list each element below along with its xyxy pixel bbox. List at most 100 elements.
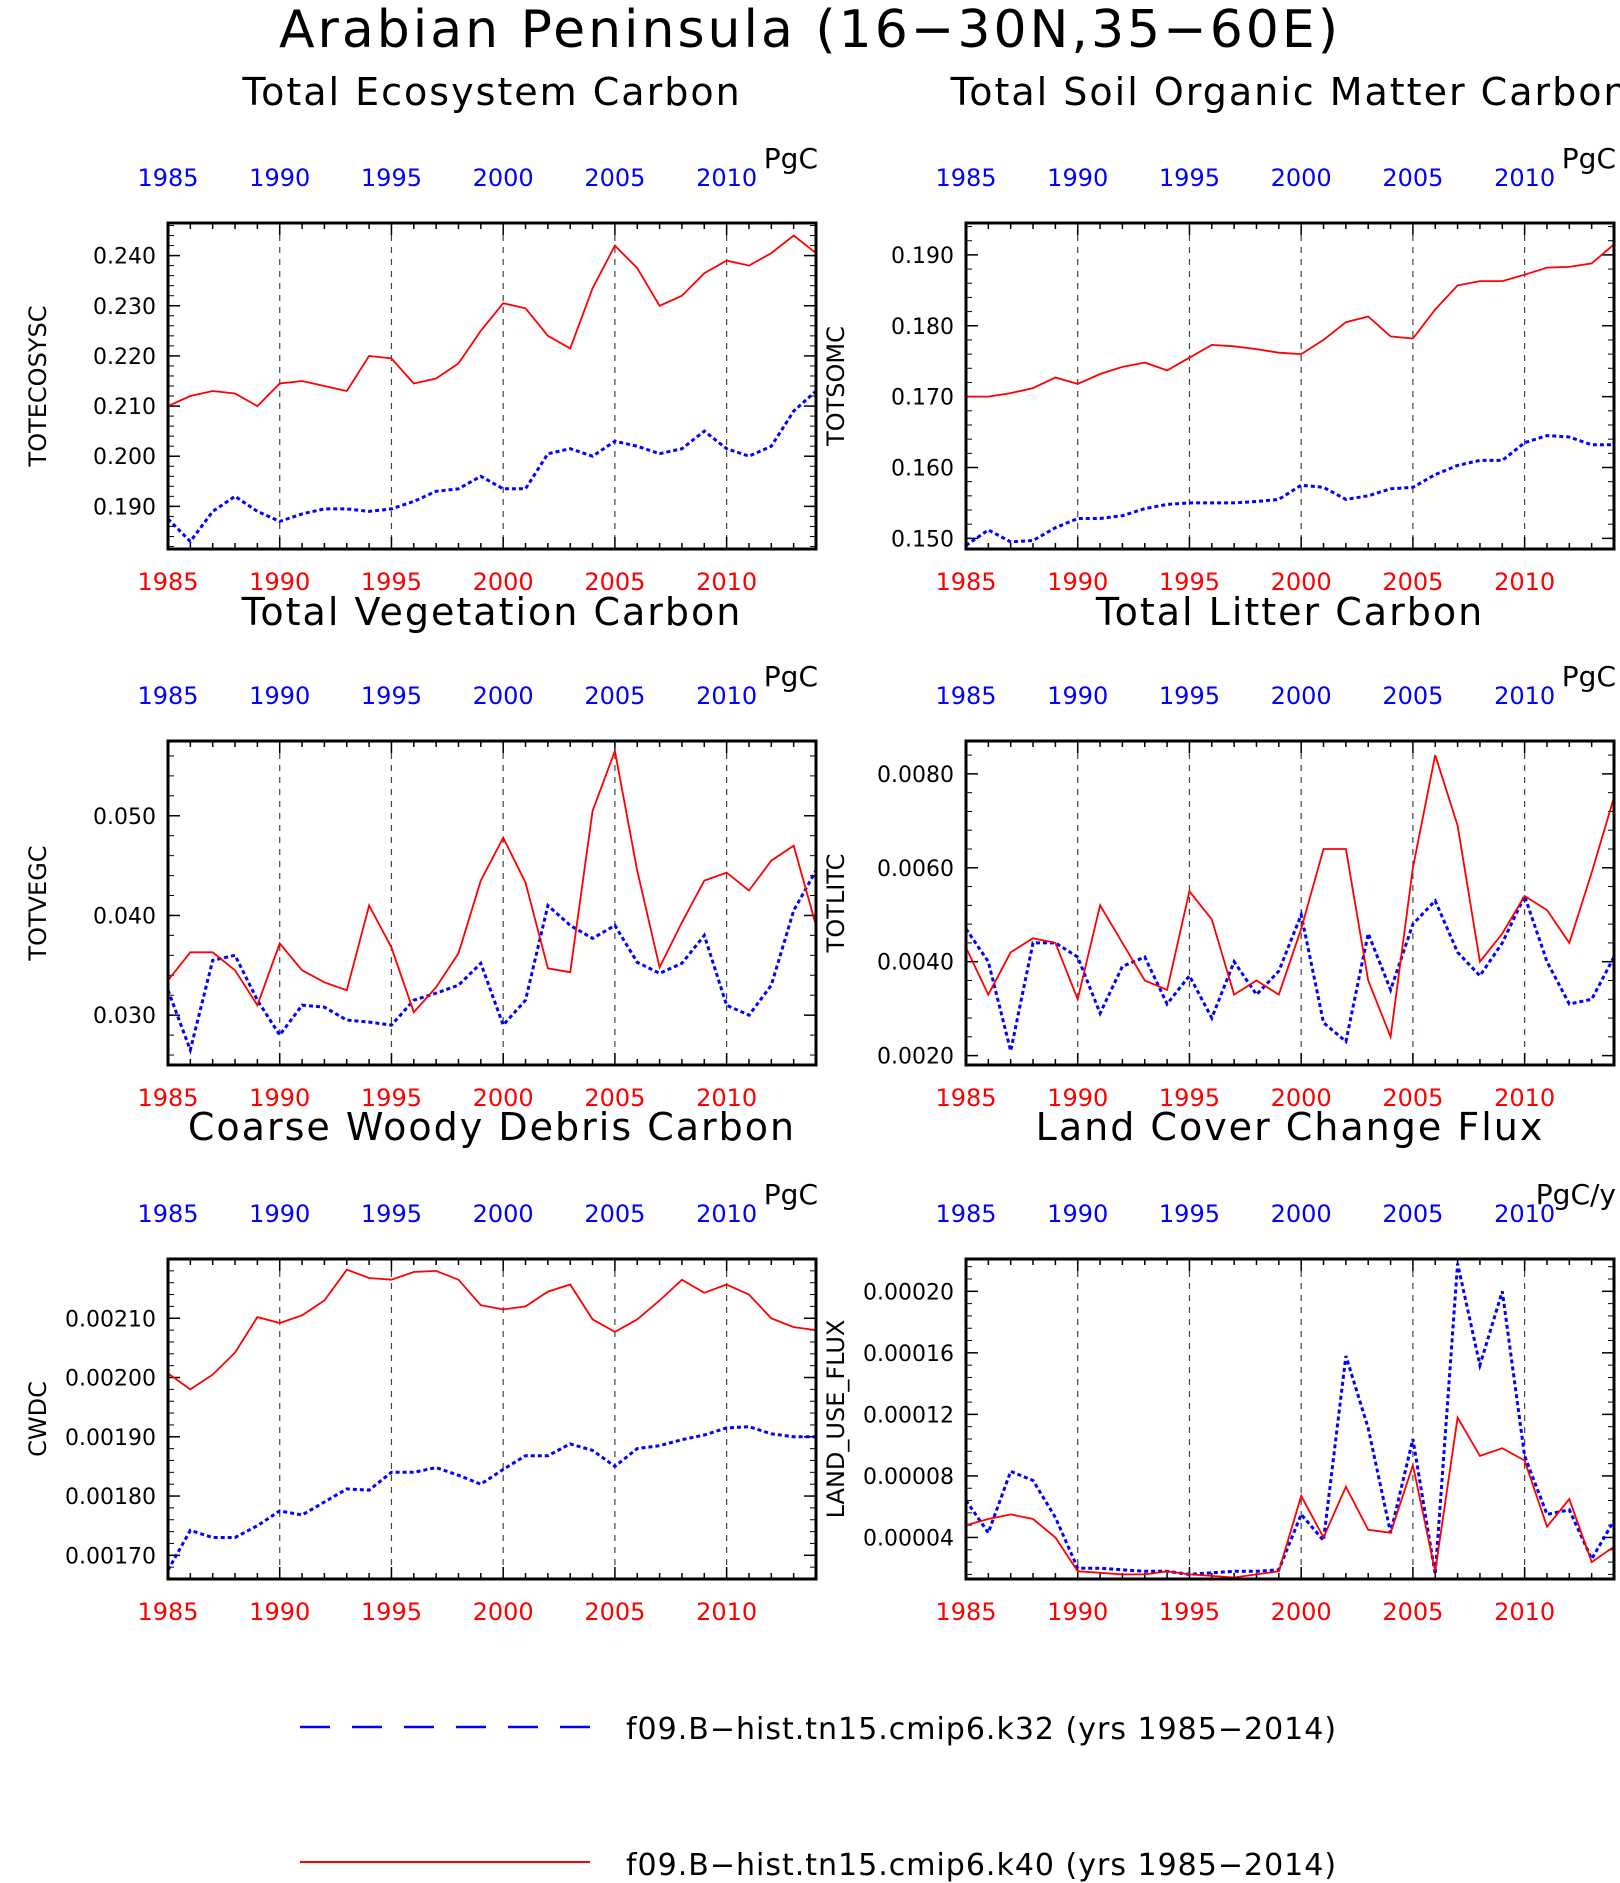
x-tick-label: 1990 — [1047, 568, 1108, 596]
x-tick-label: 1985 — [137, 1084, 198, 1112]
panel-5: Land Cover Change Flux PgC/y 1985 1985 1990 1… — [822, 1105, 1616, 1626]
x-tick-label-top: 1990 — [249, 1200, 310, 1228]
y-axis-label: CWDC — [24, 1381, 52, 1457]
x-tick-label-top: 1985 — [935, 1200, 996, 1228]
x-tick-label-top: 2000 — [1271, 1200, 1332, 1228]
x-tick-label-top: 1990 — [1047, 1200, 1108, 1228]
x-tick-label: 2010 — [1494, 1084, 1555, 1112]
panel-3: Total Litter Carbon PgC 1985 1985 1990 1990 19… — [822, 590, 1616, 1112]
x-tick-label: 2010 — [696, 1598, 757, 1626]
plot-frame — [166, 221, 818, 551]
y-tick-label: 0.00200 — [65, 1367, 156, 1392]
y-tick-label: 0.200 — [93, 445, 156, 470]
x-tick-label-top: 1995 — [361, 682, 422, 710]
x-tick-label-top: 1990 — [249, 164, 310, 192]
x-tick-label: 2010 — [1494, 1598, 1555, 1626]
x-tick-label: 1995 — [361, 568, 422, 596]
units-label: PgC — [1562, 142, 1616, 175]
x-tick-label-top: 2010 — [696, 682, 757, 710]
x-tick-label-top: 2000 — [473, 1200, 534, 1228]
series-line-k40 — [168, 747, 816, 1014]
y-tick-label: 0.00170 — [65, 1544, 156, 1569]
y-tick-label: 0.00004 — [863, 1526, 954, 1551]
y-tick-label: 0.0040 — [877, 951, 954, 976]
x-tick-label: 1990 — [1047, 1598, 1108, 1626]
series-line-k40 — [966, 243, 1614, 398]
x-tick-label: 2000 — [1271, 568, 1332, 596]
units-label: PgC — [1562, 660, 1616, 693]
x-tick-label: 2005 — [1382, 1084, 1443, 1112]
x-tick-label-top: 1990 — [1047, 682, 1108, 710]
panel-title: Total Ecosystem Carbon — [241, 70, 741, 114]
panel-2: Total Vegetation Carbon PgC 1985 1985 1990 19… — [24, 590, 818, 1112]
y-tick-label: 0.0060 — [877, 857, 954, 882]
x-tick-label-top: 2005 — [584, 682, 645, 710]
series-line-k32 — [168, 869, 816, 1056]
panel-4: Coarse Woody Debris Carbon PgC 1985 1985 199… — [24, 1105, 818, 1626]
x-tick-label-top: 1985 — [935, 682, 996, 710]
x-tick-label: 1985 — [935, 1598, 996, 1626]
x-tick-label: 1995 — [1159, 1598, 1220, 1626]
x-tick-label: 1995 — [1159, 568, 1220, 596]
x-tick-label: 2000 — [473, 1084, 534, 1112]
x-tick-label-top: 2010 — [1494, 682, 1555, 710]
x-tick-label: 1995 — [361, 1084, 422, 1112]
y-tick-label: 0.160 — [891, 457, 954, 482]
units-label: PgC/y — [1536, 1178, 1616, 1211]
x-tick-label-top: 2005 — [1382, 164, 1443, 192]
x-tick-label-top: 2010 — [1494, 164, 1555, 192]
x-tick-label: 2000 — [1271, 1598, 1332, 1626]
series-line-k32 — [966, 434, 1614, 547]
x-tick-label-top: 1995 — [1159, 682, 1220, 710]
x-tick-label-top: 1985 — [935, 164, 996, 192]
x-tick-label: 2005 — [584, 1598, 645, 1626]
plot-frame — [166, 1257, 818, 1581]
y-tick-label: 0.0020 — [877, 1045, 954, 1070]
y-tick-label: 0.180 — [891, 315, 954, 340]
x-tick-label-top: 2010 — [1494, 1200, 1555, 1228]
x-tick-label-top: 2005 — [1382, 1200, 1443, 1228]
x-tick-label: 1995 — [1159, 1084, 1220, 1112]
x-tick-label: 2005 — [1382, 568, 1443, 596]
x-tick-label: 1990 — [1047, 1084, 1108, 1112]
y-tick-label: 0.220 — [93, 345, 156, 370]
y-tick-label: 0.00210 — [65, 1307, 156, 1332]
x-tick-label: 2005 — [584, 1084, 645, 1112]
x-tick-label-top: 2000 — [1271, 682, 1332, 710]
plot-frame — [964, 739, 1616, 1067]
x-tick-label: 2005 — [1382, 1598, 1443, 1626]
x-tick-label-top: 1985 — [137, 682, 198, 710]
y-tick-label: 0.050 — [93, 805, 156, 830]
y-axis-label: TOTSOMC — [822, 326, 850, 447]
plot-frame — [166, 739, 818, 1067]
plot-frame — [964, 1257, 1616, 1581]
x-tick-label: 2000 — [473, 568, 534, 596]
x-tick-label: 1995 — [361, 1598, 422, 1626]
x-tick-label-top: 2005 — [584, 1200, 645, 1228]
panel-title: Total Soil Organic Matter Carbon — [949, 70, 1620, 114]
series-line-k40 — [168, 1268, 816, 1391]
series-line-k32 — [966, 892, 1614, 1052]
x-tick-label-top: 2005 — [584, 164, 645, 192]
x-tick-label: 2010 — [696, 568, 757, 596]
x-tick-label: 2000 — [473, 1598, 534, 1626]
x-tick-label-top: 1985 — [137, 164, 198, 192]
x-tick-label-top: 1985 — [137, 1200, 198, 1228]
series-line-k32 — [168, 389, 816, 544]
x-tick-label: 2010 — [1494, 568, 1555, 596]
units-label: PgC — [764, 660, 818, 693]
y-tick-label: 0.240 — [93, 245, 156, 270]
y-axis-label: LAND_USE_FLUX — [822, 1320, 850, 1519]
y-axis-label: TOTLITC — [822, 854, 850, 954]
x-tick-label-top: 1990 — [249, 682, 310, 710]
units-label: PgC — [764, 1178, 818, 1211]
x-tick-label: 1990 — [249, 1598, 310, 1626]
panel-title: Total Litter Carbon — [1095, 590, 1484, 634]
y-tick-label: 0.040 — [93, 904, 156, 929]
x-tick-label: 2000 — [1271, 1084, 1332, 1112]
units-label: PgC — [764, 142, 818, 175]
y-tick-label: 0.230 — [93, 295, 156, 320]
y-tick-label: 0.00180 — [65, 1485, 156, 1510]
x-tick-label-top: 2000 — [1271, 164, 1332, 192]
